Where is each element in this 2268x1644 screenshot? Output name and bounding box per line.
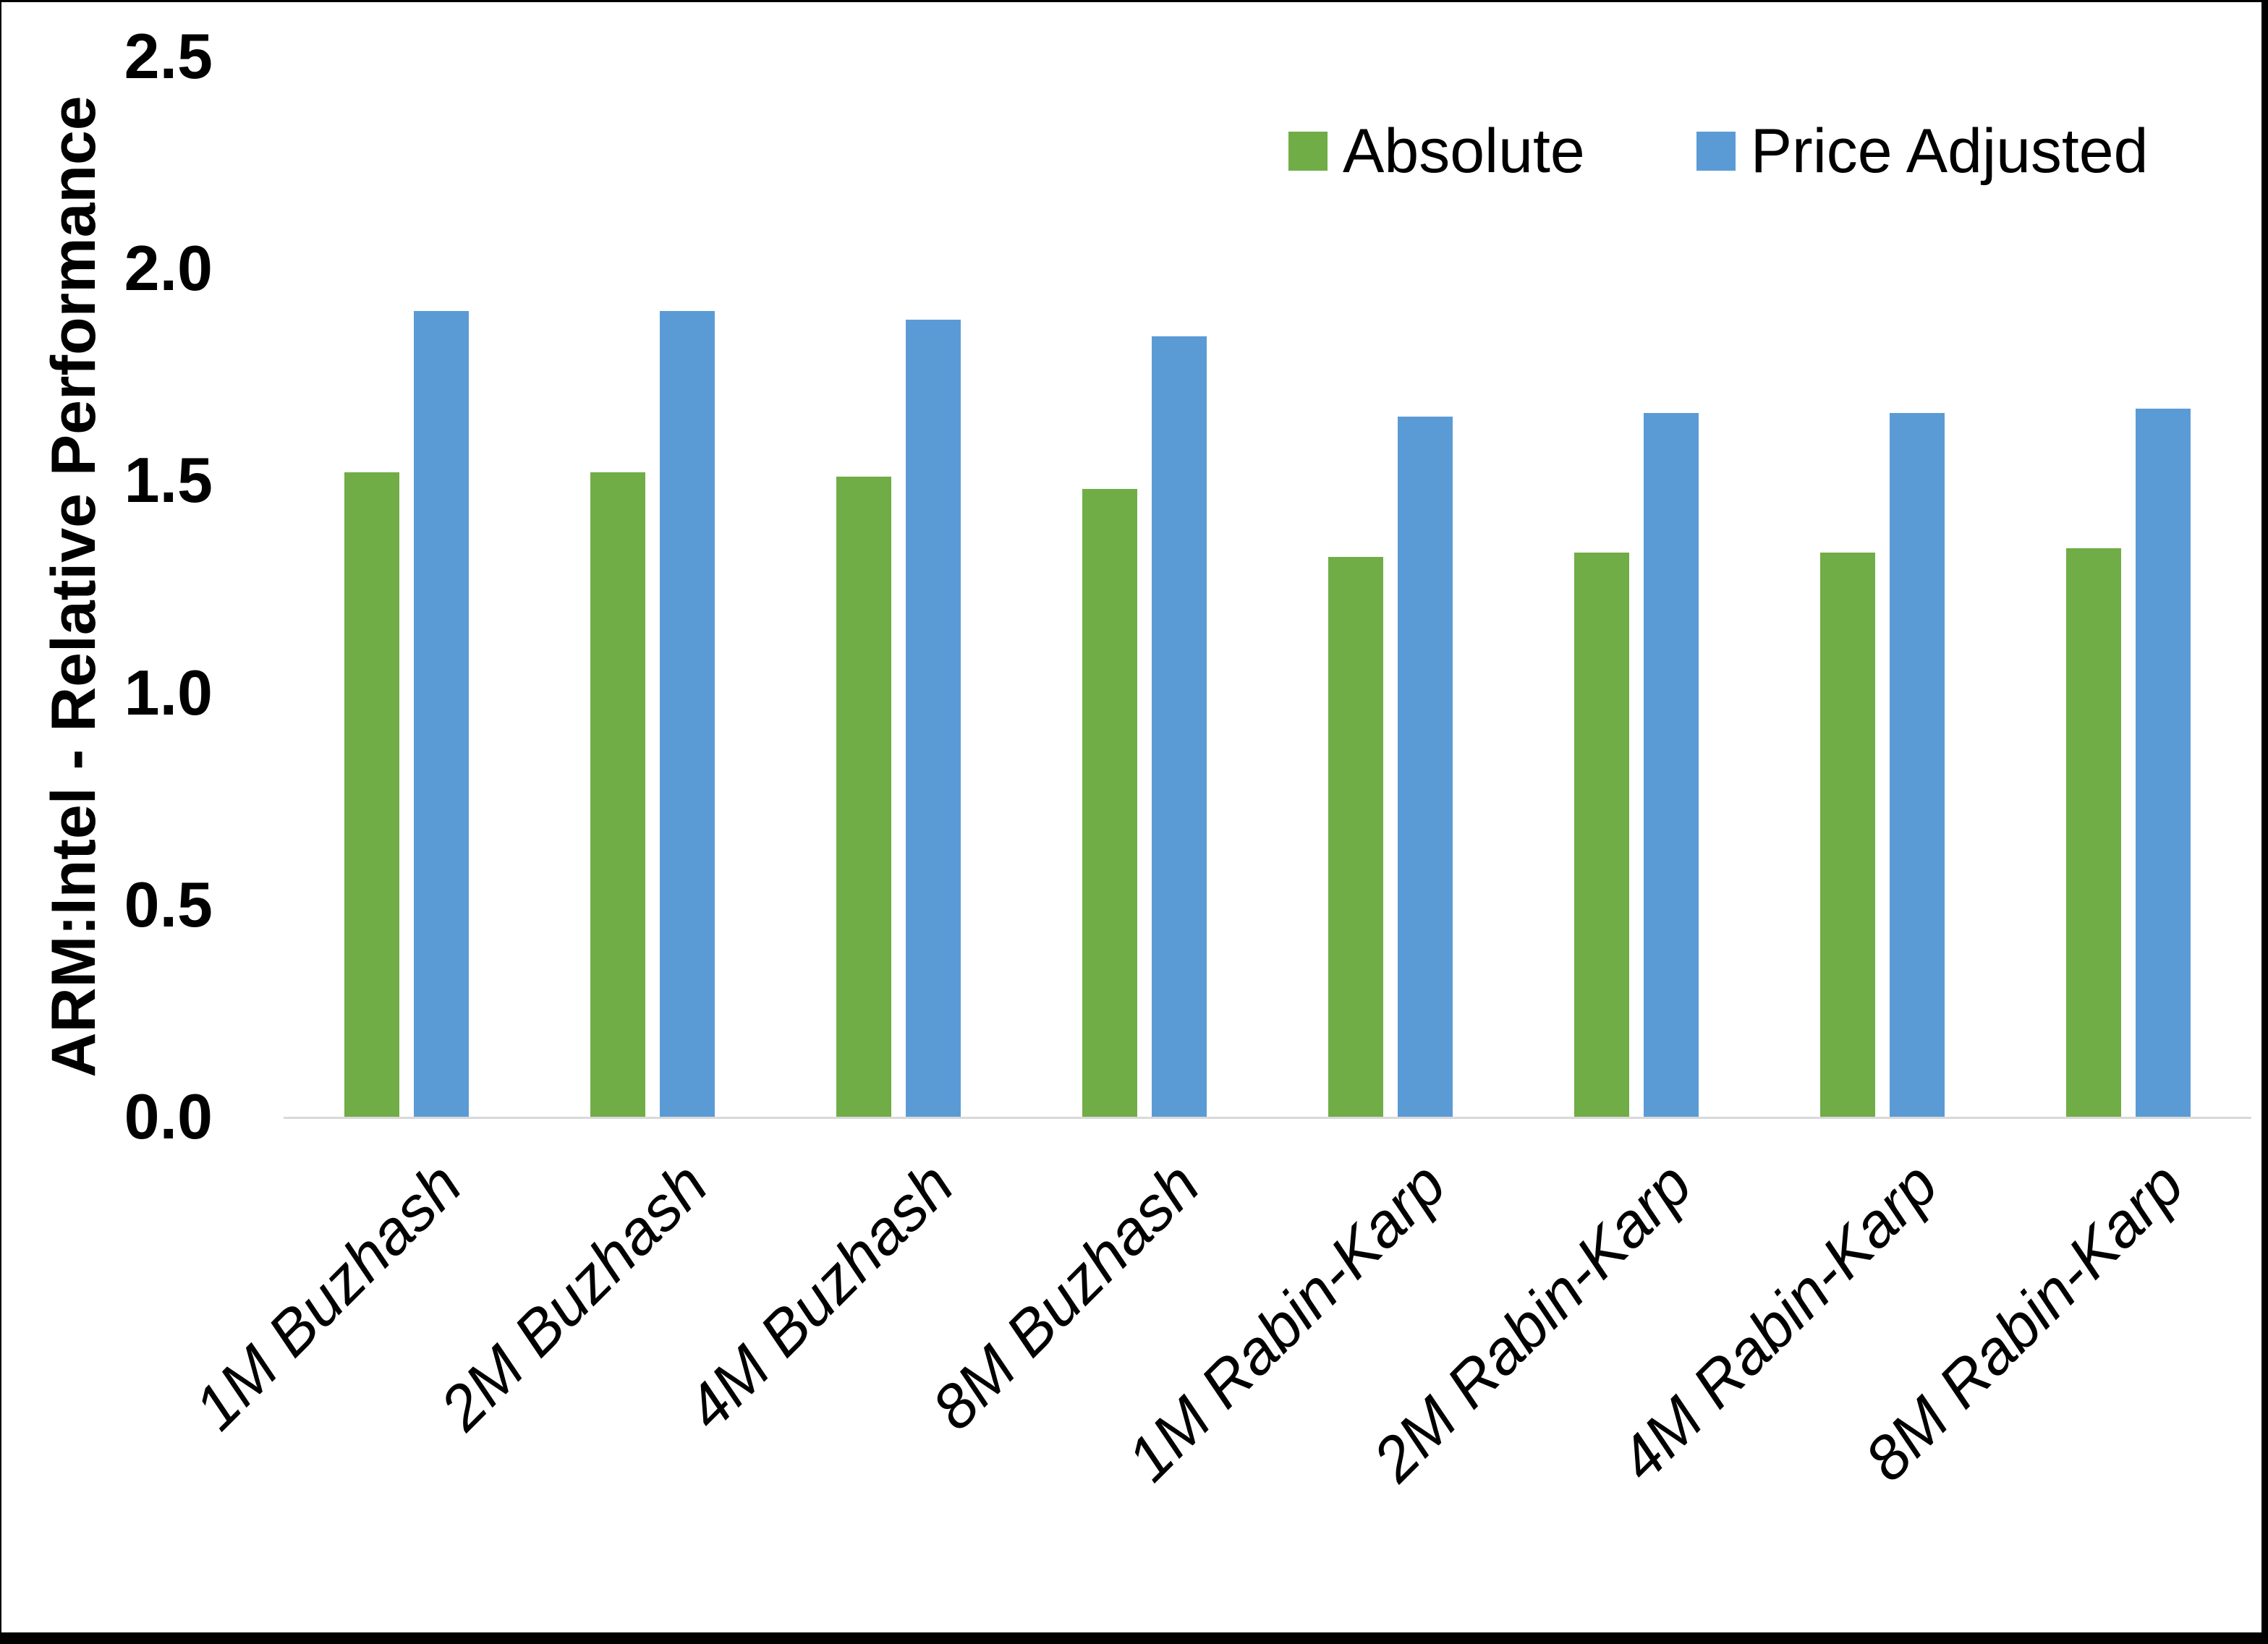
x-axis-label-4m-rabin-karp: 4M Rabin-Karp <box>1605 1149 1951 1495</box>
bar-absolute-2m-rabin-karp <box>1574 553 1629 1117</box>
category-group-4m-buzhash <box>776 56 1022 1117</box>
y-axis-tick-1-0: 1.0 <box>124 656 213 728</box>
bar-price-adjusted-4m-buzhash <box>906 319 961 1117</box>
bar-absolute-2m-buzhash <box>590 472 645 1117</box>
category-group-4m-rabin-karp <box>1759 56 2005 1117</box>
bar-price-adjusted-8m-rabin-karp <box>2136 408 2191 1117</box>
category-group-2m-rabin-karp <box>1513 56 1759 1117</box>
y-axis-ticks: 2.5 2.0 1.5 1.0 0.5 0.0 <box>1 2 218 1632</box>
x-axis-label-4m-buzhash: 4M Buzhash <box>673 1149 967 1444</box>
legend-swatch-price-adjusted <box>1696 132 1736 171</box>
x-axis-label-1m-buzhash: 1M Buzhash <box>181 1149 475 1444</box>
x-axis-label-2m-buzhash: 2M Buzhash <box>427 1149 721 1444</box>
category-group-1m-rabin-karp <box>1267 56 1513 1117</box>
bar-absolute-1m-buzhash <box>344 472 399 1117</box>
bar-price-adjusted-2m-buzhash <box>660 310 715 1117</box>
y-axis-tick-0-0: 0.0 <box>124 1081 213 1152</box>
legend-label-price-adjusted: Price Adjusted <box>1750 116 2149 186</box>
category-group-2m-buzhash <box>530 56 776 1117</box>
legend-swatch-absolute <box>1288 132 1328 171</box>
legend: Absolute Price Adjusted <box>1288 120 2148 182</box>
x-axis-label-2m-rabin-karp: 2M Rabin-Karp <box>1359 1149 1705 1495</box>
x-axis-label-8m-buzhash: 8M Buzhash <box>919 1149 1213 1444</box>
x-axis-label-8m-rabin-karp: 8M Rabin-Karp <box>1851 1149 2197 1495</box>
bar-price-adjusted-2m-rabin-karp <box>1644 412 1699 1117</box>
bar-absolute-4m-rabin-karp <box>1820 553 1875 1117</box>
y-axis-tick-1-5: 1.5 <box>124 444 213 516</box>
bar-absolute-8m-buzhash <box>1082 489 1137 1117</box>
category-group-1m-buzhash <box>284 56 530 1117</box>
y-axis-tick-2-5: 2.5 <box>124 20 213 92</box>
bar-price-adjusted-4m-rabin-karp <box>1890 412 1945 1117</box>
bar-price-adjusted-1m-rabin-karp <box>1398 417 1453 1117</box>
category-group-8m-rabin-karp <box>2005 56 2251 1117</box>
plot-area <box>284 56 2251 1119</box>
legend-item-absolute: Absolute <box>1288 120 1585 182</box>
y-axis-tick-0-5: 0.5 <box>124 868 213 940</box>
bar-absolute-1m-rabin-karp <box>1328 556 1383 1117</box>
bar-price-adjusted-1m-buzhash <box>414 310 469 1117</box>
bar-price-adjusted-8m-buzhash <box>1152 336 1207 1117</box>
legend-label-absolute: Absolute <box>1343 116 1585 186</box>
bar-absolute-8m-rabin-karp <box>2066 548 2121 1117</box>
legend-item-price-adjusted: Price Adjusted <box>1696 116 2149 186</box>
x-axis-label-1m-rabin-karp: 1M Rabin-Karp <box>1113 1149 1459 1495</box>
category-group-8m-buzhash <box>1022 56 1267 1117</box>
y-axis-tick-2-0: 2.0 <box>124 232 213 304</box>
bar-absolute-4m-buzhash <box>836 476 891 1117</box>
